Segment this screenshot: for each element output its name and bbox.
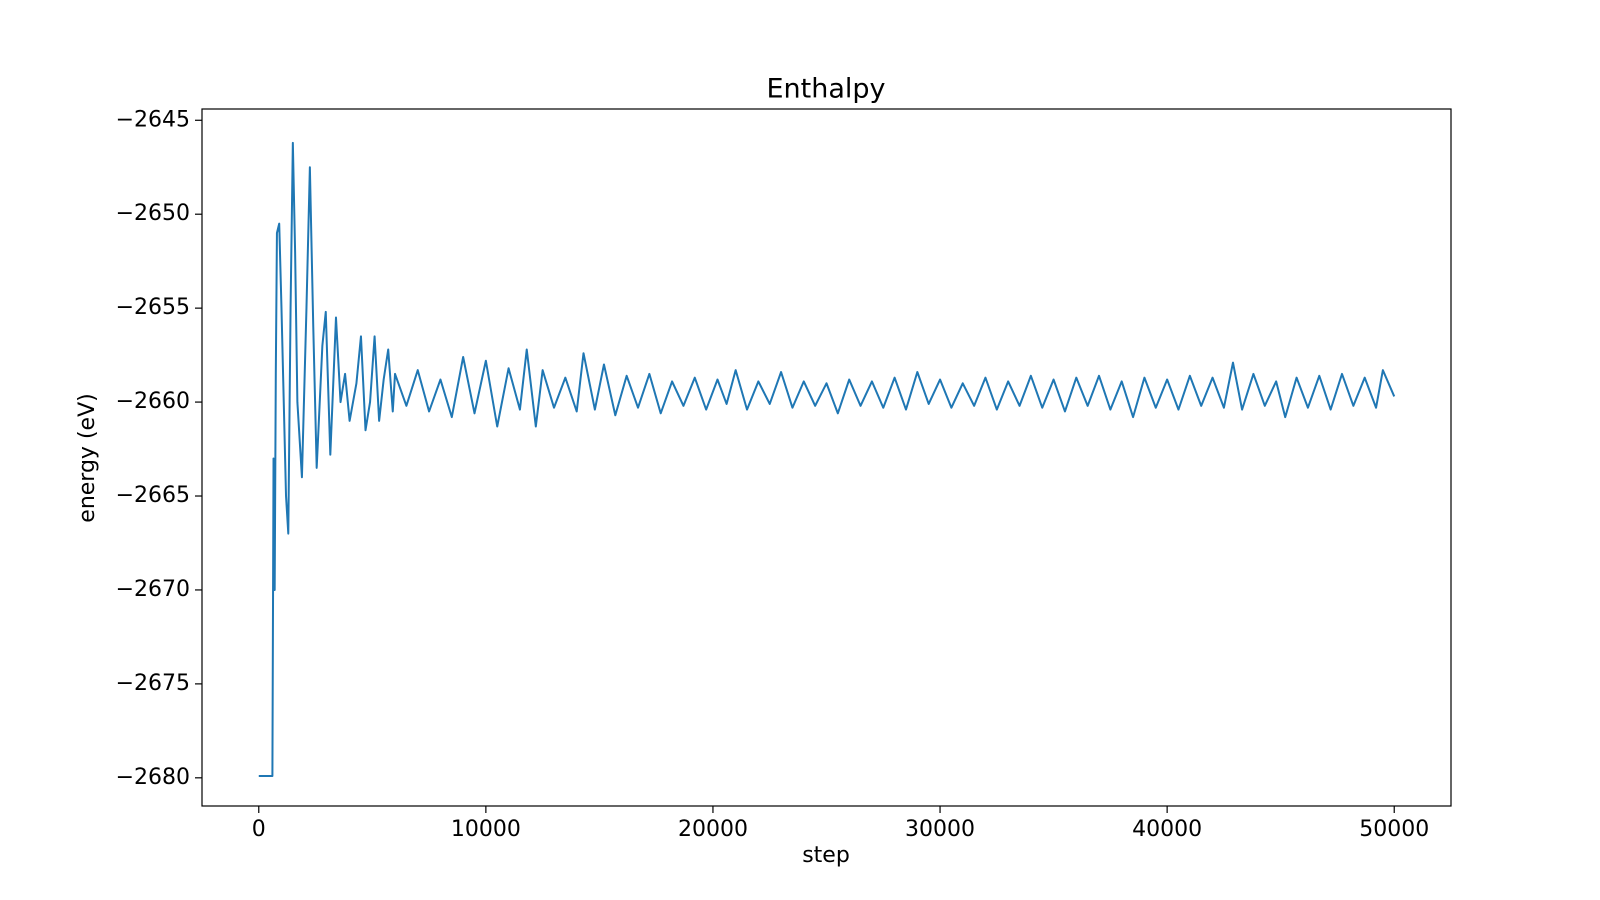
plot-frame: [201, 108, 1452, 807]
y-tick-label: −2680: [116, 765, 190, 790]
x-tick-label: 20000: [678, 817, 748, 842]
x-tick-label: 40000: [1132, 817, 1202, 842]
y-tick-label: −2645: [116, 107, 190, 132]
data-line: [258, 141, 1396, 777]
x-axis-label: step: [802, 843, 850, 868]
y-tick-label: −2675: [116, 671, 190, 696]
y-tick-label: −2655: [116, 295, 190, 320]
y-tick-label: −2670: [116, 577, 190, 602]
x-tick-label: 0: [252, 817, 266, 842]
y-tick-label: −2660: [116, 389, 190, 414]
y-axis-label: energy (eV): [75, 393, 100, 522]
chart-title: Enthalpy: [766, 74, 885, 105]
x-tick-label: 50000: [1359, 817, 1429, 842]
x-tick-label: 30000: [905, 817, 975, 842]
y-tick-label: −2665: [116, 483, 190, 508]
x-tick-label: 10000: [451, 817, 521, 842]
y-tick-label: −2650: [116, 201, 190, 226]
